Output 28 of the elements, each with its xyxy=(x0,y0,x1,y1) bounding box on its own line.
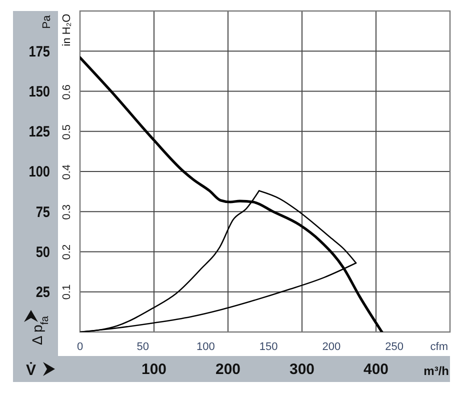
x2-tick-label: 250 xyxy=(385,341,404,353)
y-tick-label: 100 xyxy=(28,162,50,180)
y-tick-label: 25 xyxy=(36,283,50,300)
x-axis-title: m³/h xyxy=(424,364,449,378)
x-tick-label: 100 xyxy=(141,361,167,378)
x-tick-label: 200 xyxy=(215,361,241,378)
x2-axis-title: cfm xyxy=(430,341,448,353)
y-tick-label: 50 xyxy=(36,242,50,260)
y2-tick-label: 0.3 xyxy=(61,204,73,220)
y2-tick-label: 0.5 xyxy=(61,124,73,140)
y-tick-label: 175 xyxy=(28,42,50,60)
y2-tick-label: 0.4 xyxy=(61,164,73,180)
y2-axis-title: in H₂O xyxy=(61,13,73,46)
y2-tick-label: 0.1 xyxy=(61,284,73,300)
x-tick-label: 300 xyxy=(289,361,315,378)
y2-tick-label: 0.2 xyxy=(61,244,73,260)
text: V̇ xyxy=(26,362,36,379)
x2-tick-label: 100 xyxy=(196,341,215,353)
x2-tick-label: 150 xyxy=(259,341,278,353)
x2-tick-label: 0 xyxy=(76,341,84,353)
x2-tick-label: 50 xyxy=(136,341,149,353)
x2-tick-label: 200 xyxy=(322,341,341,353)
y-tick-label: 150 xyxy=(28,82,50,100)
x-tick-label: 400 xyxy=(363,361,389,378)
y-tick-label: 75 xyxy=(36,202,50,220)
y-tick-label: 125 xyxy=(28,122,50,140)
y-axis-title: Pa xyxy=(41,14,53,29)
y2-tick-label: 0.6 xyxy=(61,84,73,100)
